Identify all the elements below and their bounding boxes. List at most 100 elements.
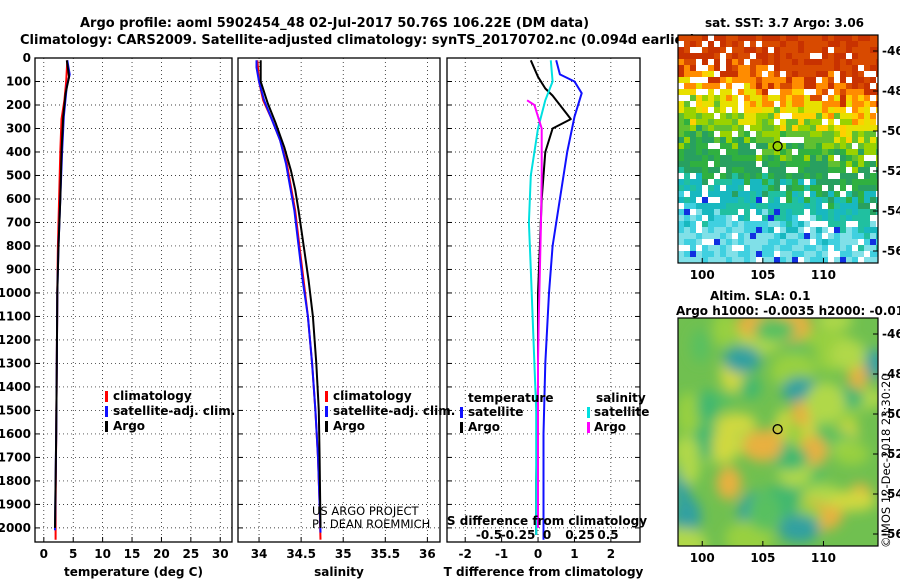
- map-cell: [768, 53, 775, 60]
- map-cell: [690, 143, 697, 150]
- map-cell: [684, 245, 691, 252]
- map-cell: [732, 35, 739, 42]
- map-cell: [714, 143, 721, 150]
- map-cell: [690, 47, 697, 54]
- map-cell: [714, 257, 721, 263]
- map-cell: [834, 53, 841, 60]
- map-cell: [846, 65, 853, 72]
- salinity-diff-tick-label: 0.5: [597, 528, 618, 542]
- map-cell: [768, 137, 775, 144]
- map-cell: [768, 227, 775, 234]
- map-cell: [858, 131, 865, 138]
- map-cell: [750, 161, 757, 168]
- salinity-diff-tick-label: -0.5: [476, 528, 502, 542]
- map-cell: [762, 197, 769, 204]
- map-cell: [876, 239, 878, 246]
- map-cell: [876, 137, 878, 144]
- map-cell: [714, 197, 721, 204]
- map-cell: [762, 113, 769, 120]
- map-cell: [864, 137, 871, 144]
- map-cell: [738, 167, 745, 174]
- map-cell: [792, 149, 799, 156]
- x-tick-label: 5: [69, 547, 77, 561]
- map-cell: [786, 59, 793, 66]
- map-cell: [804, 251, 811, 258]
- map-cell: [702, 221, 709, 228]
- map-cell: [720, 209, 727, 216]
- map-cell: [744, 155, 751, 162]
- map-cell: [738, 209, 745, 216]
- map-cell: [870, 239, 877, 246]
- map-cell: [792, 89, 799, 96]
- map-cell: [816, 83, 823, 90]
- map-cell: [840, 155, 847, 162]
- map-cell: [822, 179, 829, 186]
- map-cell: [816, 89, 823, 96]
- map-cell: [846, 197, 853, 204]
- map-cell: [822, 239, 829, 246]
- map-cell: [792, 71, 799, 78]
- map-cell: [816, 131, 823, 138]
- x-tick-label: 25: [182, 547, 199, 561]
- map-cell: [708, 245, 715, 252]
- map-cell: [678, 257, 685, 263]
- map-cell: [822, 161, 829, 168]
- map-cell: [768, 173, 775, 180]
- map-cell: [738, 107, 745, 114]
- map-cell: [834, 233, 841, 240]
- map-cell: [720, 185, 727, 192]
- map-cell: [786, 77, 793, 84]
- map-cell: [720, 173, 727, 180]
- map-cell: [834, 185, 841, 192]
- map-cell: [786, 143, 793, 150]
- map-cell: [810, 233, 817, 240]
- map-cell: [864, 143, 871, 150]
- map-cell: [732, 197, 739, 204]
- map-cell: [786, 89, 793, 96]
- map-cell: [792, 137, 799, 144]
- map-cell: [822, 137, 829, 144]
- map-cell: [708, 143, 715, 150]
- map-cell: [828, 35, 835, 42]
- map-cell: [876, 131, 878, 138]
- map-cell: [696, 245, 703, 252]
- map-cell: [696, 131, 703, 138]
- map-cell: [708, 131, 715, 138]
- map-cell: [678, 245, 685, 252]
- map-y-tick-label: -56: [882, 527, 900, 541]
- map-cell: [864, 179, 871, 186]
- map-cell: [798, 113, 805, 120]
- map-cell: [822, 245, 829, 252]
- map-cell: [726, 83, 733, 90]
- map-blob: [829, 490, 877, 512]
- map-cell: [684, 59, 691, 66]
- map-cell: [840, 203, 847, 210]
- map-cell: [864, 173, 871, 180]
- map-cell: [720, 245, 727, 252]
- map-cell: [750, 197, 757, 204]
- map-cell: [774, 107, 781, 114]
- map-cell: [756, 191, 763, 198]
- map-cell: [702, 53, 709, 60]
- map-cell: [726, 71, 733, 78]
- x-tick-label: 35: [335, 547, 352, 561]
- map-cell: [792, 215, 799, 222]
- map-cell: [786, 149, 793, 156]
- map-cell: [726, 41, 733, 48]
- map-cell: [744, 221, 751, 228]
- map-cell: [828, 239, 835, 246]
- map-cell: [678, 149, 685, 156]
- map-cell: [816, 149, 823, 156]
- map-cell: [708, 257, 715, 263]
- map-cell: [810, 245, 817, 252]
- map-cell: [708, 95, 715, 102]
- map-cell: [780, 41, 787, 48]
- map-cell: [858, 119, 865, 126]
- map-cell: [810, 89, 817, 96]
- map-cell: [786, 203, 793, 210]
- map-cell: [852, 197, 859, 204]
- map-cell: [840, 185, 847, 192]
- map-cell: [738, 239, 745, 246]
- map-cell: [822, 77, 829, 84]
- map-cell: [822, 221, 829, 228]
